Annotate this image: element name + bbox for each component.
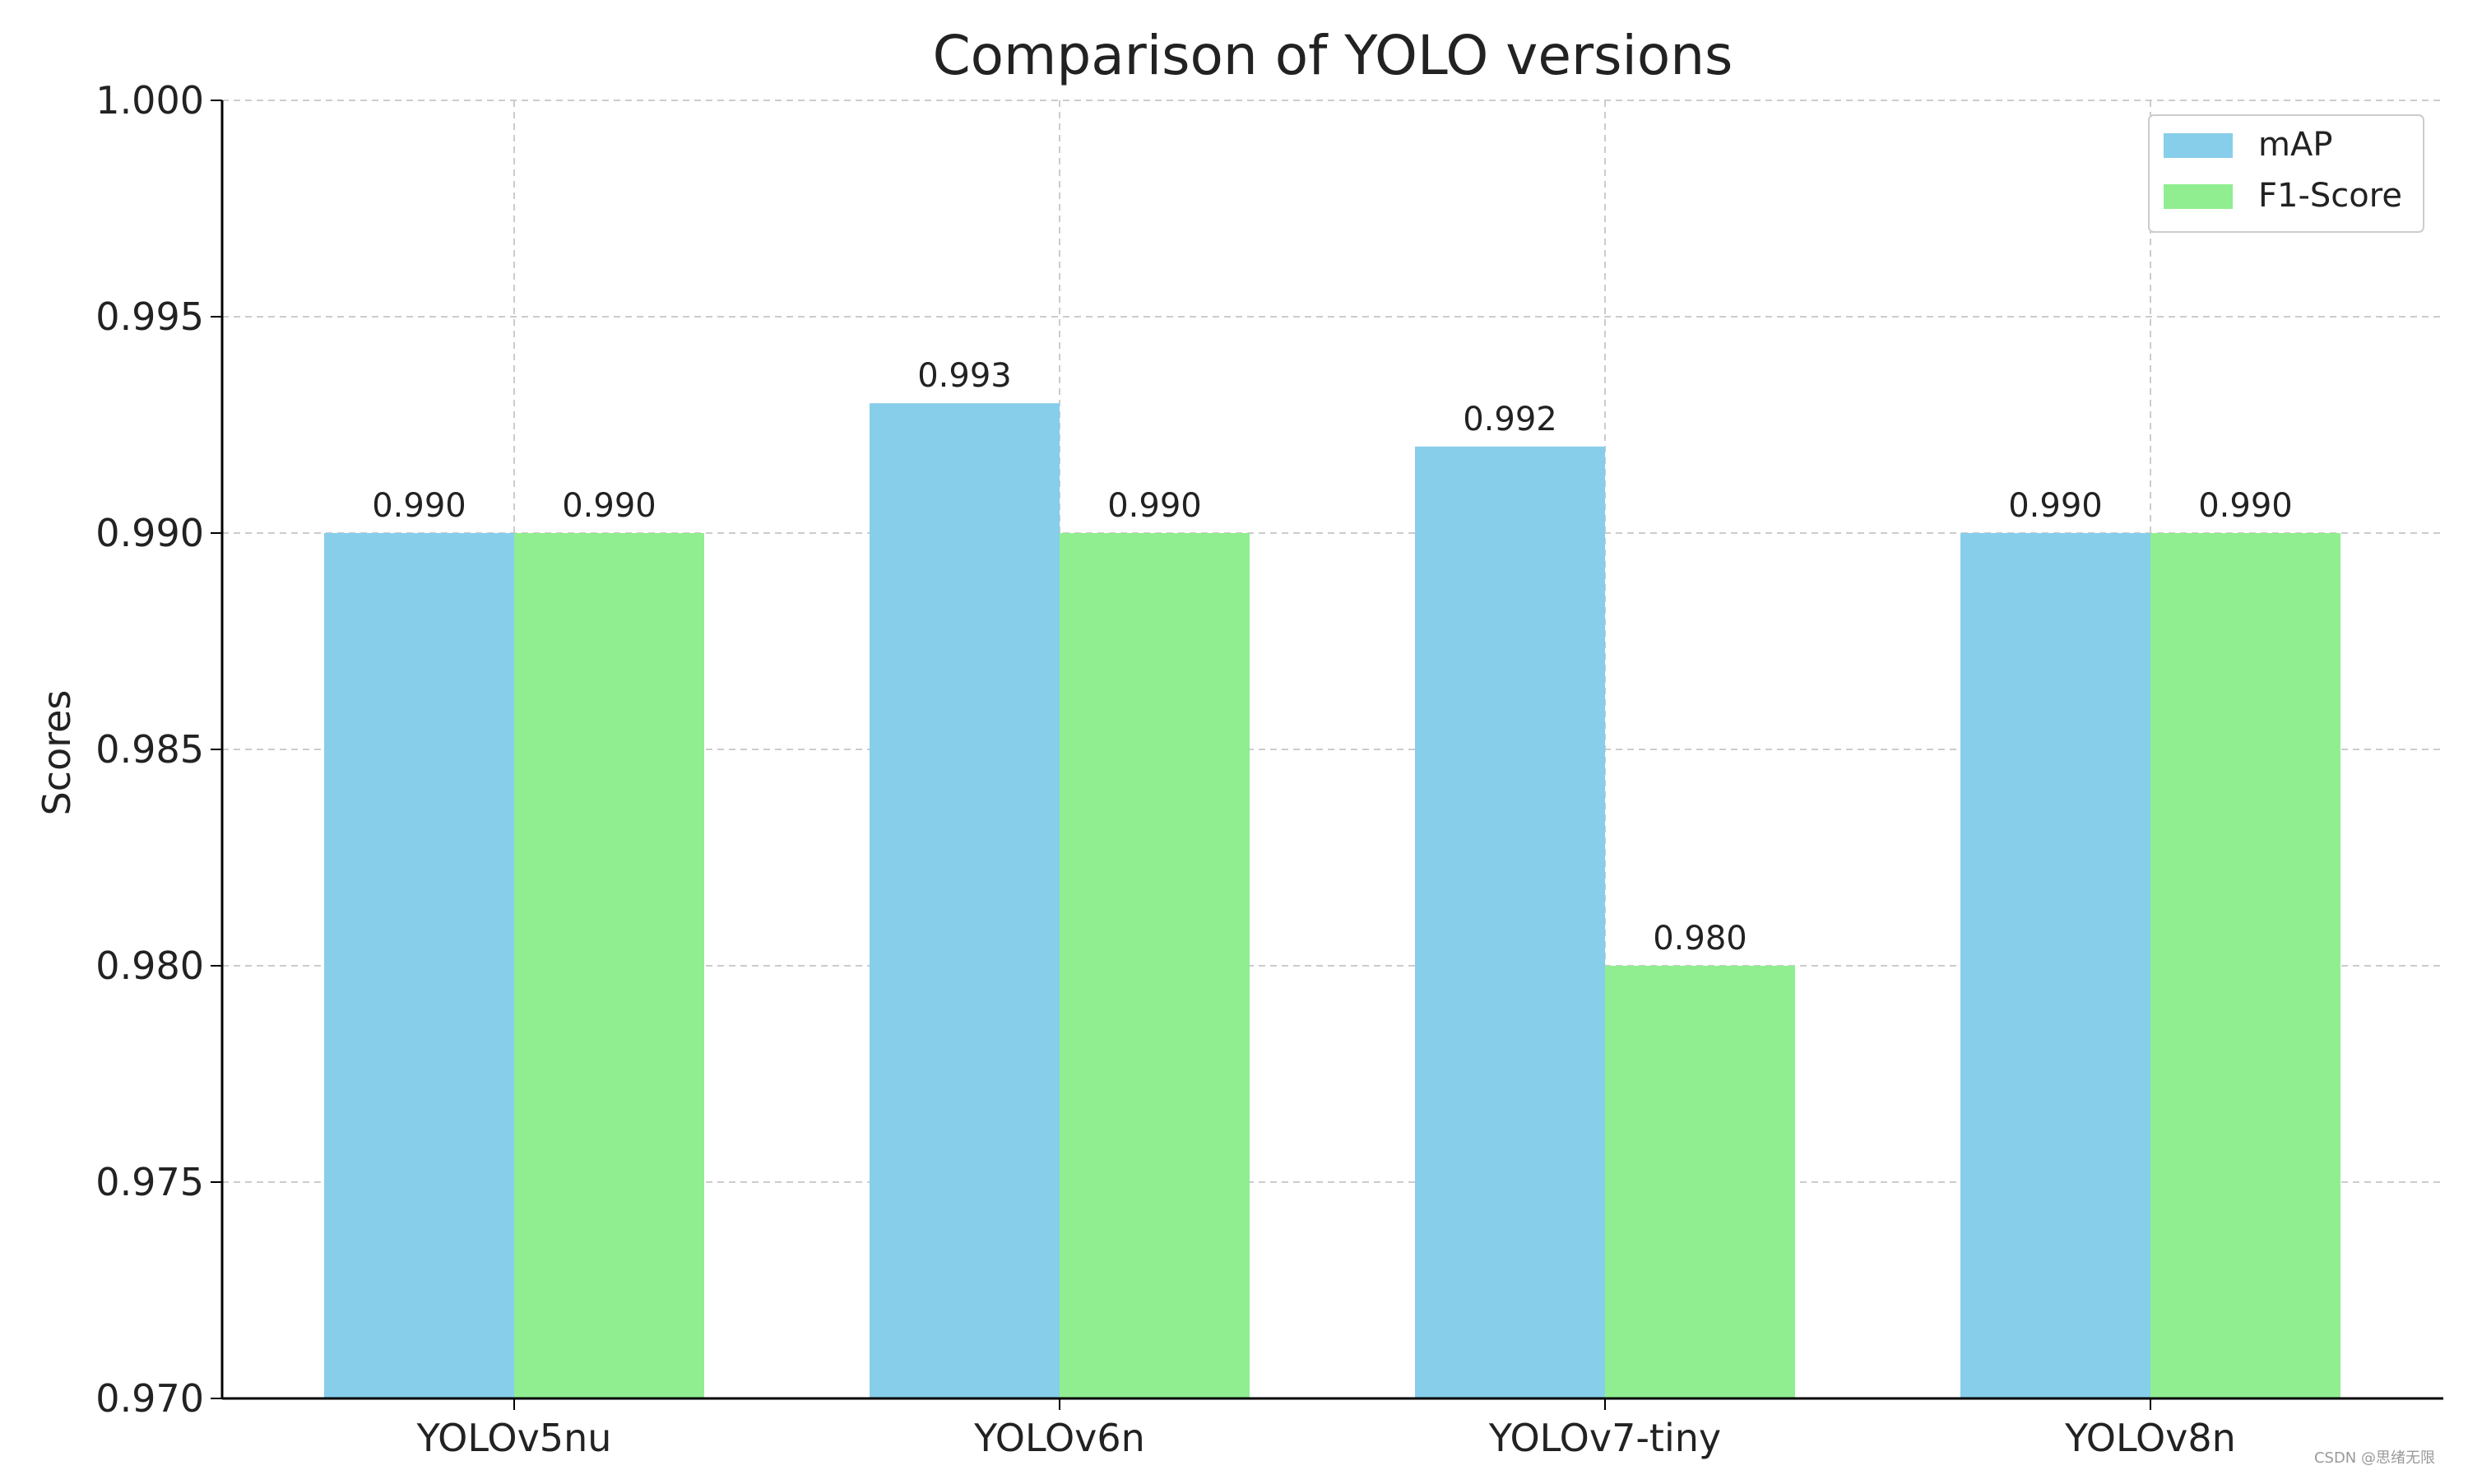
data-label: 0.990	[1107, 487, 1202, 525]
data-label: 0.990	[2198, 487, 2293, 525]
chart-title: Comparison of YOLO versions	[933, 24, 1733, 87]
watermark: CSDN @思绪无限	[2313, 1449, 2435, 1467]
x-tick-label: YOLOv6n	[973, 1416, 1145, 1460]
bar-map-2	[1415, 446, 1605, 1398]
bar-f1-score-0	[514, 533, 704, 1398]
y-tick-label: 0.975	[95, 1160, 204, 1204]
data-label: 0.990	[2008, 487, 2103, 525]
y-tick-label: 1.000	[95, 78, 204, 123]
y-tick-label: 0.970	[95, 1376, 204, 1421]
bar-map-3	[1960, 533, 2150, 1398]
data-label: 0.990	[372, 487, 466, 525]
axes: 0.970 0.975 0.980 0.985 0.990 0.995 1.000 YOLOv…	[95, 78, 2443, 1460]
data-label: 0.980	[1653, 920, 1747, 958]
y-tick-label: 0.995	[95, 294, 204, 339]
data-labels: 0.990 0.993 0.992 0.990 0.990 0.990 0.980 0.990	[372, 357, 2293, 958]
legend-label: F1-Score	[2258, 177, 2402, 215]
y-axis-label: Scores	[35, 690, 79, 816]
bar-map-1	[870, 403, 1060, 1399]
y-tick-label: 0.985	[95, 727, 204, 772]
bar-map-0	[324, 533, 514, 1398]
x-tick-label: YOLOv5nu	[416, 1416, 612, 1460]
legend: mAP F1-Score	[2148, 114, 2424, 233]
data-label: 0.992	[1463, 401, 1557, 438]
y-tick-label: 0.980	[95, 944, 204, 988]
bar-f1-score-2	[1605, 966, 1795, 1398]
data-label: 0.993	[917, 357, 1012, 395]
data-label: 0.990	[562, 487, 656, 525]
x-tick-label: YOLOv7-tiny	[1488, 1416, 1721, 1460]
bars	[324, 403, 2340, 1399]
legend-swatch	[2164, 184, 2233, 209]
bar-f1-score-1	[1060, 533, 1250, 1398]
x-tick-label: YOLOv8n	[2064, 1416, 2236, 1460]
legend-swatch	[2164, 133, 2233, 158]
bar-f1-score-3	[2150, 533, 2340, 1398]
y-tick-label: 0.990	[95, 511, 204, 555]
legend-label: mAP	[2258, 126, 2332, 164]
